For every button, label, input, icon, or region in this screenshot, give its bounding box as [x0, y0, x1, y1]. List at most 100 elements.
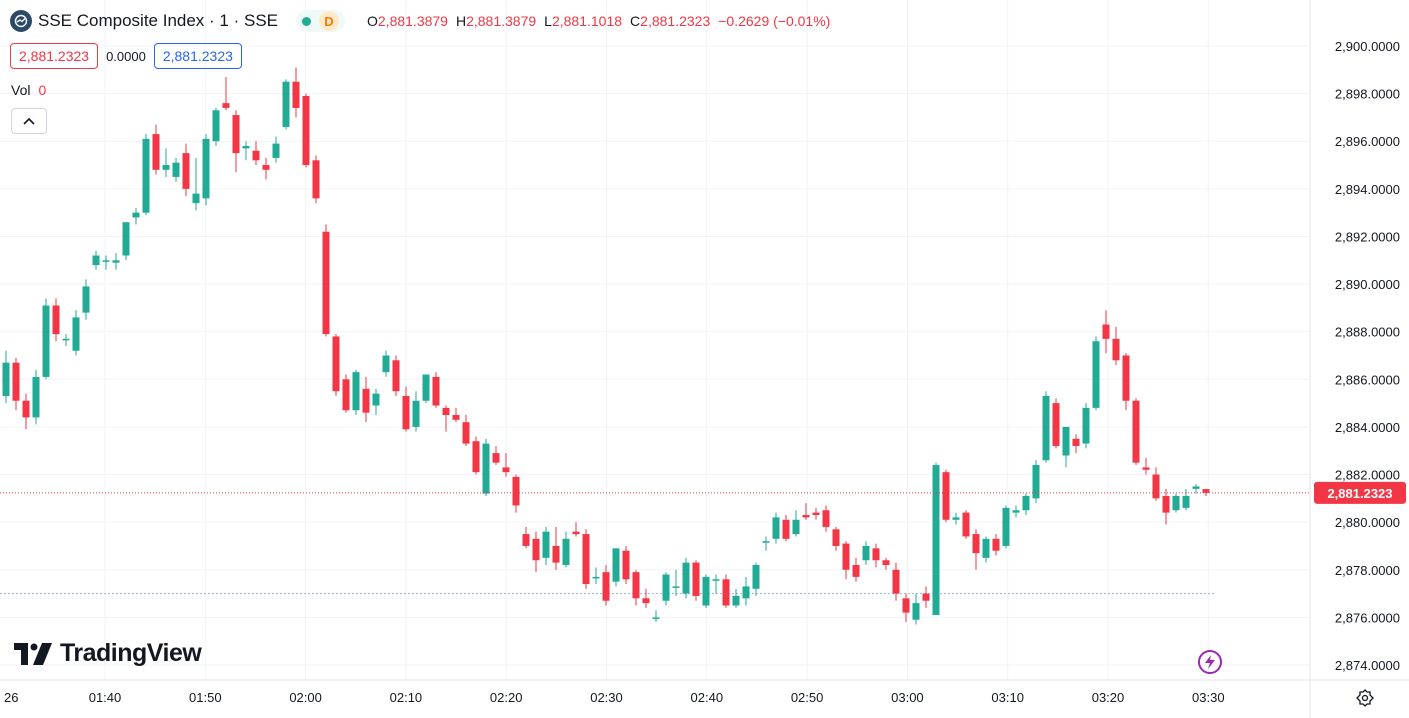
y-tick-label: 2,896.0000 [1335, 134, 1400, 149]
x-tick-label: 26 [4, 690, 18, 705]
y-tick-label: 2,884.0000 [1335, 420, 1400, 435]
lightning-button[interactable] [1198, 650, 1222, 674]
x-tick-label: 02:00 [289, 690, 322, 705]
candle-body [332, 336, 340, 392]
volume-label: Vol [11, 82, 31, 98]
candle-body [812, 512, 820, 516]
candle-body [2, 362, 10, 396]
candle-body [292, 81, 300, 108]
tradingview-brand[interactable]: TradingView [14, 639, 202, 668]
candle-body [272, 143, 280, 158]
x-tick-label: 02:30 [590, 690, 623, 705]
candle-body [772, 517, 780, 539]
y-tick-label: 2,878.0000 [1335, 563, 1400, 578]
x-tick-label: 02:20 [490, 690, 523, 705]
candle-body [952, 517, 960, 520]
candle-body [602, 572, 610, 601]
candle-body [682, 562, 690, 594]
candle-body [692, 562, 700, 596]
candle-body [42, 305, 50, 377]
ohlc-values: O2,881.3879 H2,881.3879 L2,881.1018 C2,8… [367, 13, 830, 29]
candle-body [782, 519, 790, 539]
x-tick-label: 03:30 [1192, 690, 1225, 705]
candle-body [1092, 341, 1100, 408]
settings-button[interactable] [1355, 688, 1375, 708]
candle-body [512, 476, 520, 506]
candle-body [162, 165, 170, 170]
collapse-legend-button[interactable] [11, 108, 47, 134]
candle-body [722, 579, 730, 606]
candle-body [922, 593, 930, 601]
market-open-dot [302, 16, 311, 26]
candle-body [402, 395, 410, 430]
candle-body [312, 160, 320, 199]
candle-body [912, 603, 920, 620]
x-tick-label: 02:40 [691, 690, 724, 705]
candle-body [122, 222, 130, 256]
ohlc-open: O2,881.3879 [367, 13, 448, 29]
candle-body [1172, 495, 1180, 511]
candle-body [792, 519, 800, 535]
trade-boxes: 2,881.2323 0.0000 2,881.2323 [10, 43, 242, 69]
symbol-logo-icon [10, 10, 32, 32]
tradingview-logo-icon [14, 642, 52, 665]
candle-body [562, 538, 570, 566]
candle-body [492, 453, 500, 463]
sell-price-button[interactable]: 2,881.2323 [10, 43, 99, 69]
candle-body [462, 422, 470, 444]
candle-body [1052, 403, 1060, 446]
y-tick-label: 2,876.0000 [1335, 610, 1400, 625]
last-price-tag [1314, 481, 1406, 504]
candle-body [582, 534, 590, 585]
candle-body [532, 538, 540, 561]
price-change: −0.2629 (−0.01%) [718, 13, 831, 29]
candle-body [852, 565, 860, 577]
volume-legend: Vol 0 [11, 82, 46, 98]
candle-body [142, 138, 150, 213]
x-tick-label: 03:10 [991, 690, 1024, 705]
candle-body [1012, 510, 1020, 513]
buy-price-button[interactable]: 2,881.2323 [153, 43, 242, 69]
candle-body [62, 338, 70, 341]
candle-body [1002, 507, 1010, 546]
candle-body [732, 595, 740, 606]
chevron-up-icon [23, 117, 35, 125]
candle-body [242, 145, 250, 149]
x-tick-label: 02:10 [390, 690, 423, 705]
y-tick-label: 2,888.0000 [1335, 325, 1400, 340]
ohlc-high: H2,881.3879 [455, 13, 537, 29]
market-status[interactable]: D [296, 10, 345, 32]
candle-body [662, 574, 670, 601]
candle-body [32, 376, 40, 418]
candle-body [1112, 338, 1120, 361]
volume-value: 0 [38, 82, 47, 98]
candle-body [472, 441, 480, 473]
y-tick-label: 2,882.0000 [1335, 468, 1400, 483]
candle-body [222, 103, 230, 108]
candle-body [172, 162, 180, 177]
candle-body [342, 379, 350, 411]
candle-body [892, 569, 900, 594]
x-tick-label: 01:40 [89, 690, 122, 705]
candle-body [982, 538, 990, 558]
spread-value: 0.0000 [106, 48, 146, 64]
candle-body [1192, 486, 1200, 489]
candle-body [572, 531, 580, 535]
symbol-title[interactable]: SSE Composite Index · 1 · SSE [38, 11, 278, 30]
y-tick-label: 2,886.0000 [1335, 372, 1400, 387]
candle-body [422, 374, 430, 401]
candle-body [82, 286, 90, 313]
candle-body [832, 529, 840, 546]
candle-body [382, 355, 390, 373]
candle-body [742, 586, 750, 599]
candle-body [652, 617, 660, 619]
y-tick-label: 2,898.0000 [1335, 87, 1400, 102]
candle-body [442, 407, 450, 416]
candle-body [322, 231, 330, 335]
legend-header: SSE Composite Index · 1 · SSE D O2,881.3… [10, 9, 830, 33]
candle-body [1022, 495, 1030, 511]
candle-body [282, 81, 290, 127]
ohlc-low: L2,881.1018 [544, 13, 623, 29]
candle-body [22, 400, 30, 418]
